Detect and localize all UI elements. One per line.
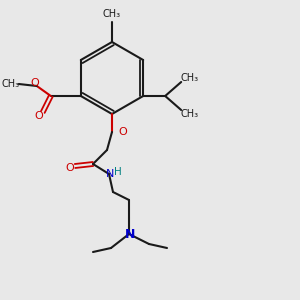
Text: CH₃: CH₃ bbox=[180, 73, 198, 83]
Text: O: O bbox=[66, 163, 74, 173]
Text: O: O bbox=[30, 78, 39, 88]
Text: H: H bbox=[114, 167, 122, 177]
Text: N: N bbox=[125, 227, 135, 241]
Text: CH₃: CH₃ bbox=[2, 79, 20, 89]
Text: CH₃: CH₃ bbox=[103, 9, 121, 19]
Text: O: O bbox=[34, 111, 43, 121]
Text: CH₃: CH₃ bbox=[180, 109, 198, 119]
Text: O: O bbox=[118, 127, 127, 137]
Text: N: N bbox=[106, 169, 114, 179]
